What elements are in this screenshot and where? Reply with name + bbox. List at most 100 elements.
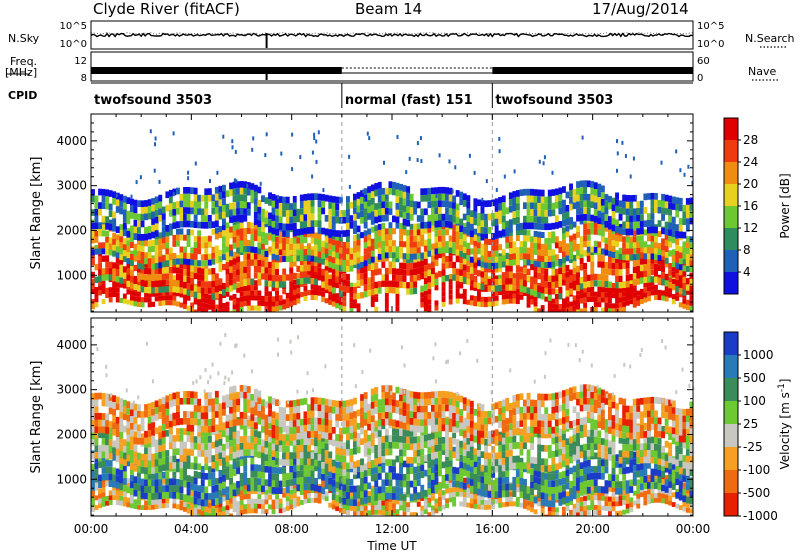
power-echo-cell: [108, 268, 113, 275]
power-echo-cell: [186, 207, 191, 214]
power-echo-cell: [650, 241, 655, 248]
power-echo-cell: [292, 289, 297, 295]
velocity-echo-cell: [211, 508, 216, 514]
velocity-echo-cell: [147, 500, 152, 506]
power-echo-cell: [218, 293, 223, 299]
power-echo-cell: [399, 190, 403, 198]
power-echo-cell: [473, 211, 478, 219]
power-echo-cell: [664, 280, 669, 287]
velocity-echo-cell: [317, 485, 322, 493]
power-echo-cell: [310, 213, 315, 221]
power-echo-cell: [512, 204, 517, 212]
velocity-echo-cell: [303, 498, 308, 504]
power-echo-cell: [285, 203, 290, 211]
velocity-echo-cell: [597, 505, 602, 511]
freq-unit-label: [MHz]: [5, 66, 38, 79]
power-echo-cell: [523, 247, 527, 254]
power-echo-cell: [243, 296, 248, 302]
power-echo-cell: [558, 207, 563, 215]
power-echo-cell: [346, 266, 350, 272]
velocity-echo-cell: [214, 503, 219, 508]
power-echo-cell: [112, 218, 117, 225]
power-echo-cell: [314, 290, 318, 296]
power-echo-cell: [600, 287, 605, 293]
velocity-echo-cell: [222, 511, 226, 516]
power-echo-cell: [462, 294, 467, 300]
power-echo-cell: [639, 294, 644, 300]
velocity-echo-cell: [427, 461, 432, 469]
power-echo-cell: [647, 253, 651, 260]
power-echo-cell: [328, 289, 333, 295]
power-echo-cell: [126, 289, 131, 295]
power-echo-cell: [268, 301, 272, 307]
power-echo-cell: [409, 269, 414, 276]
power-echo-cell: [328, 299, 333, 305]
velocity-echo-cell: [441, 481, 446, 489]
power-echo-cell: [374, 189, 379, 197]
power-echo-cell: [590, 255, 595, 262]
velocity-echo-cell: [569, 514, 573, 516]
power-echo-cell: [484, 302, 488, 308]
power-echo-cell: [261, 225, 265, 232]
power-echo-cell: [338, 290, 343, 298]
power-echo-cell: [554, 304, 559, 310]
power-echo-cell: [625, 236, 630, 243]
velocity-echo-cell: [544, 514, 549, 516]
power-echo-cell: [144, 258, 148, 265]
power-echo-cell: [232, 181, 237, 189]
power-echo-cell: [445, 187, 449, 194]
power-echo-cell: [569, 223, 573, 230]
power-echo-cell: [299, 221, 304, 229]
velocity-echo-cell: [112, 480, 117, 488]
power-echo-cell: [622, 221, 627, 229]
power-echo-cell: [480, 264, 485, 272]
power-echo-cell: [91, 252, 95, 260]
power-echo-cell: [395, 222, 400, 229]
power-echo-cell: [629, 254, 634, 261]
power-echo-cell: [537, 209, 542, 217]
power-echo-cell: [462, 240, 467, 247]
power-echo-cell: [462, 264, 467, 271]
power-echo-cell: [353, 282, 357, 288]
power-speckle-dot: [419, 136, 422, 141]
power-echo-cell: [590, 274, 595, 281]
power-echo-cell: [193, 194, 198, 202]
power-echo-cell: [328, 255, 333, 262]
power-speckle-dot: [172, 192, 175, 197]
power-echo-cell: [186, 283, 191, 290]
velocity-echo-cell: [154, 492, 159, 500]
power-echo-cell: [661, 238, 665, 245]
power-echo-cell: [211, 299, 216, 305]
power-echo-cell: [530, 294, 534, 300]
velocity-echo-cell: [342, 491, 347, 498]
velocity-echo-cell: [547, 500, 552, 508]
velocity-echo-cell: [636, 503, 641, 509]
velocity-echo-cell: [130, 474, 134, 482]
power-echo-cell: [431, 255, 435, 262]
power-echo-cell: [388, 222, 393, 229]
power-echo-cell: [604, 220, 609, 228]
power-echo-cell: [285, 256, 290, 262]
power-echo-cell: [356, 205, 361, 213]
power-echo-cell: [363, 260, 368, 267]
power-echo-cell: [639, 207, 644, 215]
beam-label: Beam 14: [355, 0, 423, 18]
power-echo-cell: [643, 257, 648, 264]
power-echo-cell: [452, 202, 457, 209]
velocity-echo-cell: [140, 492, 145, 499]
power-echo-cell: [675, 295, 680, 301]
power-echo-cell: [650, 219, 655, 227]
power-echo-cell: [130, 198, 134, 206]
power-echo-cell: [508, 247, 513, 254]
velocity-echo-cell: [505, 490, 510, 498]
power-echo-cell: [469, 267, 474, 274]
power-echo-cell: [239, 234, 244, 241]
power-echo-cell: [261, 231, 265, 238]
power-echo-cell: [137, 239, 141, 245]
power-echo-cell: [402, 256, 407, 263]
power-colorbar-tick-label: 28: [743, 133, 758, 147]
power-echo-cell: [101, 215, 106, 223]
power-echo-cell: [363, 265, 368, 272]
power-echo-cell: [675, 224, 680, 231]
power-echo-cell: [232, 208, 237, 216]
